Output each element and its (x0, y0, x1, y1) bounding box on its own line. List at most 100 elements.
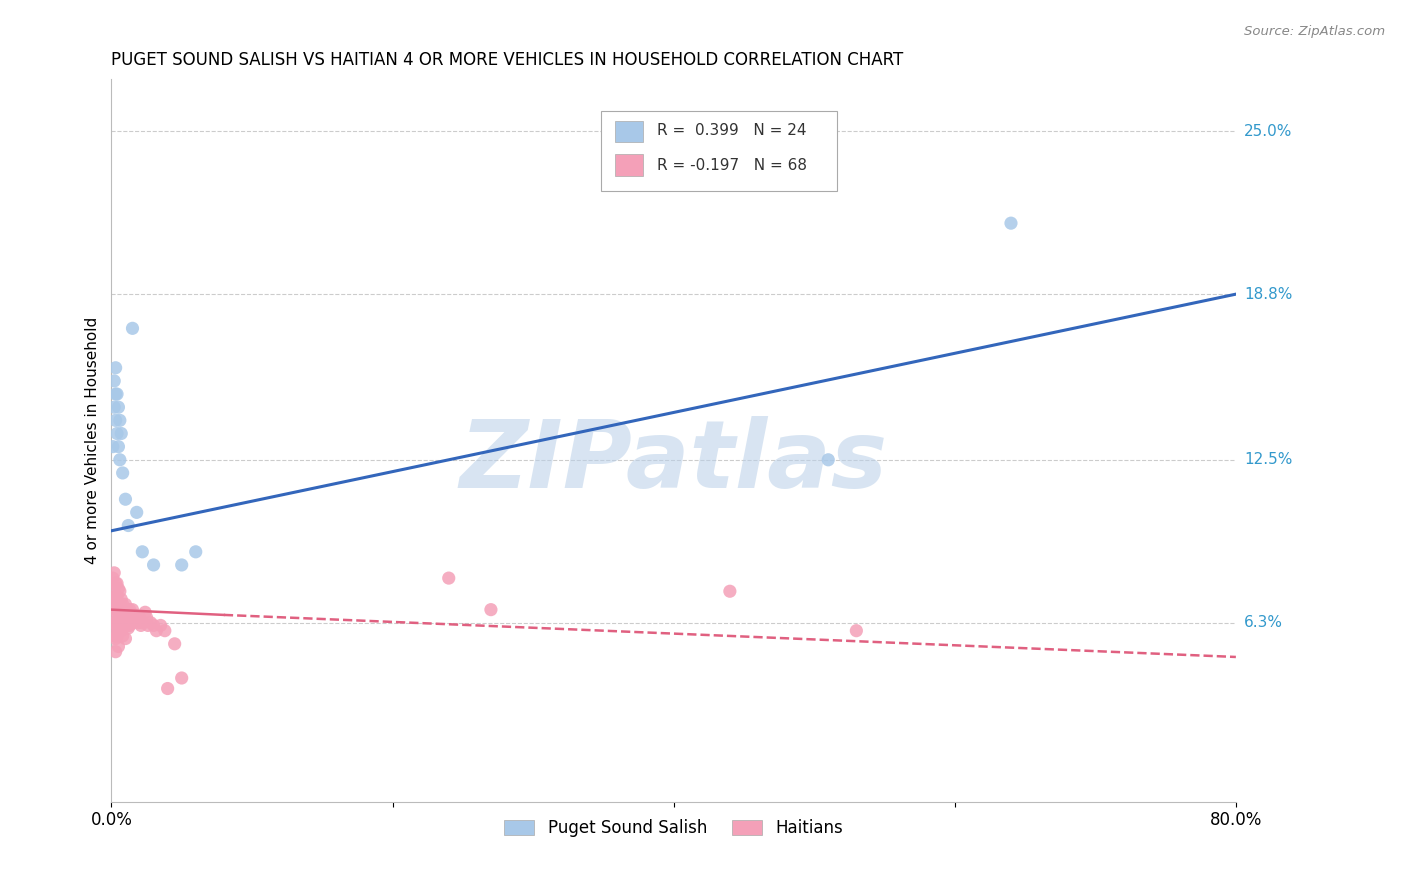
Point (110, 426, 132, 441)
Point (114, 598, 136, 612)
Point (112, 602, 135, 616)
Point (111, 598, 134, 612)
Point (112, 618, 135, 632)
Point (120, 607, 142, 622)
Point (135, 610, 157, 624)
Point (121, 602, 143, 616)
Point (142, 618, 165, 632)
Point (103, 629, 125, 643)
Point (105, 629, 128, 643)
Text: 6.3%: 6.3% (1244, 615, 1284, 631)
Point (114, 615, 136, 630)
Point (104, 590, 127, 604)
Point (117, 621, 139, 635)
Point (108, 602, 131, 616)
FancyBboxPatch shape (616, 120, 644, 142)
Point (134, 605, 156, 619)
Y-axis label: 4 or more Vehicles in Household: 4 or more Vehicles in Household (86, 317, 100, 564)
Point (184, 545, 207, 559)
Point (104, 387, 127, 401)
Point (817, 452, 839, 467)
Point (156, 681, 179, 696)
Point (122, 607, 145, 622)
Point (101, 440, 124, 454)
Point (105, 576, 128, 591)
Point (125, 505, 148, 519)
Point (105, 590, 128, 604)
Point (105, 387, 128, 401)
Point (104, 576, 127, 591)
Point (104, 632, 127, 646)
Point (118, 618, 141, 632)
Point (107, 598, 129, 612)
Point (104, 602, 127, 616)
Point (170, 671, 193, 685)
Point (107, 624, 129, 638)
Point (129, 618, 152, 632)
Point (845, 624, 868, 638)
Point (108, 413, 131, 427)
Point (117, 605, 139, 619)
Text: R = -0.197   N = 68: R = -0.197 N = 68 (657, 158, 807, 173)
Point (103, 615, 125, 630)
Point (136, 618, 159, 632)
Point (104, 618, 127, 632)
Point (170, 558, 193, 572)
Point (107, 610, 129, 624)
Point (107, 440, 129, 454)
Point (127, 615, 149, 630)
Point (110, 607, 132, 622)
Point (108, 615, 131, 630)
Point (111, 629, 134, 643)
Text: ZIPatlas: ZIPatlas (460, 416, 887, 508)
Point (103, 374, 125, 388)
Legend: Puget Sound Salish, Haitians: Puget Sound Salish, Haitians (498, 813, 849, 844)
Point (128, 610, 150, 624)
Point (105, 426, 128, 441)
Point (110, 592, 132, 607)
Point (117, 518, 139, 533)
Point (153, 624, 176, 638)
Point (1000, 216, 1022, 230)
Point (110, 624, 132, 638)
Point (124, 613, 146, 627)
Point (131, 545, 153, 559)
Point (111, 613, 134, 627)
Point (103, 598, 125, 612)
Point (103, 566, 125, 580)
Point (114, 492, 136, 507)
Point (108, 584, 131, 599)
Point (121, 321, 143, 335)
Point (479, 602, 502, 616)
Point (114, 632, 136, 646)
Point (142, 558, 165, 572)
Point (107, 640, 129, 654)
Text: Source: ZipAtlas.com: Source: ZipAtlas.com (1244, 25, 1385, 38)
Point (115, 618, 138, 632)
Point (145, 624, 167, 638)
FancyBboxPatch shape (600, 112, 837, 191)
Text: 18.8%: 18.8% (1244, 286, 1292, 301)
Point (115, 602, 138, 616)
Point (104, 360, 127, 375)
Point (101, 610, 124, 624)
Point (121, 615, 143, 630)
Point (125, 610, 148, 624)
Point (149, 618, 172, 632)
Point (107, 401, 129, 415)
Point (111, 466, 134, 480)
Point (131, 615, 153, 630)
Point (108, 452, 131, 467)
Point (103, 584, 125, 599)
Point (718, 584, 741, 599)
Point (103, 401, 125, 415)
Text: PUGET SOUND SALISH VS HAITIAN 4 OR MORE VEHICLES IN HOUSEHOLD CORRELATION CHART: PUGET SOUND SALISH VS HAITIAN 4 OR MORE … (111, 51, 904, 69)
Text: R =  0.399   N = 24: R = 0.399 N = 24 (657, 123, 806, 138)
FancyBboxPatch shape (616, 154, 644, 177)
Point (118, 602, 141, 616)
Point (101, 592, 124, 607)
Text: 12.5%: 12.5% (1244, 452, 1292, 467)
Point (139, 615, 162, 630)
Point (437, 571, 460, 585)
Point (104, 413, 127, 427)
